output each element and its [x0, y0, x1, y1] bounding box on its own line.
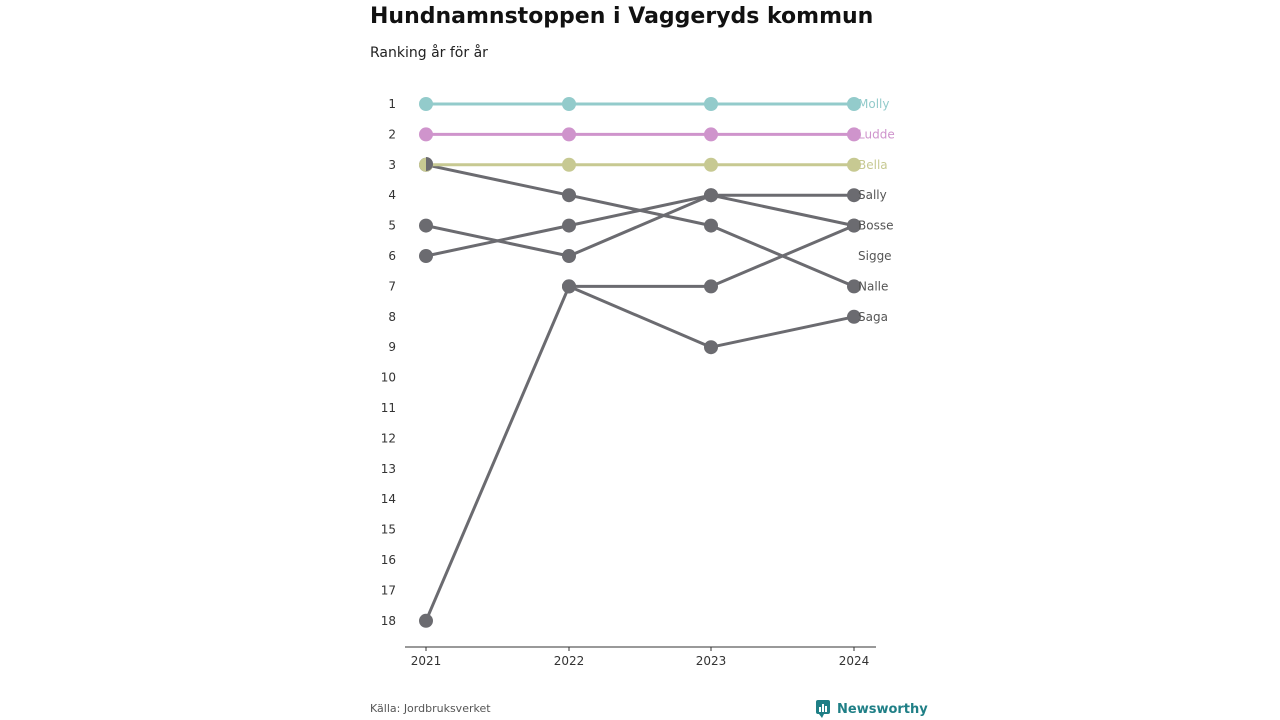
point-molly: [562, 97, 576, 111]
point-molly: [419, 97, 433, 111]
y-tick-label: 6: [388, 249, 396, 263]
point-nalle: [562, 188, 576, 203]
series-label-ludde: Ludde: [858, 127, 895, 141]
y-tick-label: 3: [388, 158, 396, 172]
series-label-bosse: Bosse: [858, 219, 893, 233]
point-bosse: [419, 218, 433, 233]
point-overlap-half: [426, 157, 433, 171]
point-bosse: [704, 188, 718, 203]
point-molly: [847, 97, 861, 111]
series-label-saga: Saga: [858, 310, 888, 324]
newsworthy-logo-icon: [816, 700, 830, 718]
x-tick-label: 2021: [411, 654, 442, 668]
y-tick-label: 15: [381, 523, 396, 537]
x-tick-label: 2023: [696, 654, 727, 668]
y-tick-label: 17: [381, 583, 396, 597]
chart-title: Hundnamnstoppen i Vaggeryds kommun: [370, 4, 874, 29]
y-tick-label: 11: [381, 401, 396, 415]
y-tick-label: 7: [388, 279, 396, 293]
y-tick-label: 16: [381, 553, 396, 567]
point-sally: [562, 218, 576, 233]
series-label-sigge: Sigge: [858, 249, 892, 263]
y-tick-label: 2: [388, 127, 396, 141]
point-extra: [704, 279, 718, 294]
y-tick-label: 1: [388, 97, 396, 111]
point-nalle: [704, 218, 718, 233]
series-line-saga: [424, 284, 855, 622]
point-ludde: [704, 127, 718, 142]
y-tick-label: 18: [381, 614, 396, 628]
point-sally: [419, 249, 433, 263]
point-bella: [562, 157, 576, 172]
series-line-extra: [569, 224, 855, 288]
point-molly: [704, 97, 718, 111]
y-tick-label: 5: [388, 219, 396, 233]
y-tick-label: 8: [388, 310, 396, 324]
point-bella: [847, 157, 861, 172]
series-label-sally: Sally: [858, 188, 887, 202]
point-nalle: [847, 279, 861, 294]
y-tick-label: 4: [388, 188, 396, 202]
brand-name: Newsworthy: [837, 701, 928, 717]
y-tick-label: 10: [381, 371, 396, 385]
point-ludde: [419, 127, 433, 142]
brand-logo: Newsworthy: [816, 700, 928, 718]
series-label-bella: Bella: [858, 158, 888, 172]
point-extra: [562, 279, 576, 294]
series-label-nalle: Nalle: [858, 279, 888, 293]
x-tick-label: 2024: [839, 654, 870, 668]
source-note: Källa: Jordbruksverket: [370, 702, 491, 715]
point-saga: [419, 613, 433, 628]
y-tick-label: 12: [381, 431, 396, 445]
y-tick-label: 14: [381, 492, 396, 506]
point-saga: [704, 340, 718, 355]
y-tick-label: 9: [388, 340, 396, 354]
point-sally: [847, 188, 861, 203]
point-ludde: [562, 127, 576, 142]
point-bella: [704, 157, 718, 172]
x-tick-label: 2022: [554, 654, 585, 668]
point-ludde: [847, 127, 861, 142]
point-extra: [847, 218, 861, 233]
y-tick-label: 13: [381, 462, 396, 476]
series-line-bosse: [425, 193, 855, 258]
point-bosse: [562, 249, 576, 263]
point-saga: [847, 309, 861, 324]
chart-subtitle: Ranking år för år: [370, 45, 488, 61]
series-label-molly: Molly: [858, 97, 889, 111]
